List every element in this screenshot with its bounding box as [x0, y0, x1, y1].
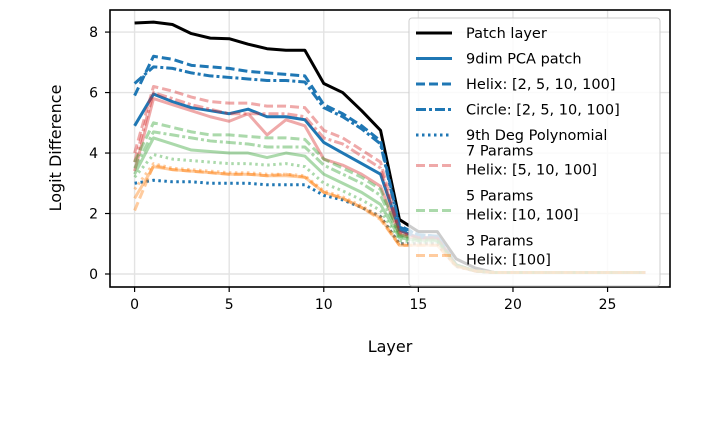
legend-label: 3 Params Helix: [100]	[466, 234, 551, 269]
series-line-11	[133, 153, 646, 274]
legend-label: 9dim PCA patch	[466, 52, 582, 68]
x-tick-label: 25	[599, 297, 617, 313]
legend-label: Circle: [2, 5, 10, 100]	[466, 103, 620, 119]
legend-label: 5 Params Helix: [10, 100]	[466, 189, 579, 224]
series-line-12	[133, 163, 646, 274]
y-tick-label: 4	[89, 146, 98, 162]
x-tick-label: 15	[409, 297, 427, 313]
y-tick-label: 8	[89, 25, 98, 41]
x-tick-label: 5	[225, 297, 234, 313]
legend-box	[408, 17, 661, 287]
x-axis-label: Layer	[368, 337, 413, 356]
legend-label: 9th Deg Polynomial	[466, 128, 607, 144]
legend-label: 7 Params Helix: [5, 10, 100]	[466, 144, 597, 179]
axis-ticks: 0 5 10 15 20 25 0 2 4 6 8	[89, 25, 616, 313]
y-tick-label: 2	[89, 207, 98, 223]
x-tick-label: 0	[130, 297, 139, 313]
y-tick-label: 6	[89, 86, 98, 102]
y-axis-label: Logit Difference	[46, 85, 65, 212]
x-tick-label: 10	[315, 297, 333, 313]
plot-frame	[109, 9, 671, 288]
x-tick-label: 20	[504, 297, 522, 313]
y-tick-label: 0	[89, 267, 98, 283]
legend: Patch layer 9dim PCA patch Helix: [2, 5, 1…	[408, 17, 661, 287]
legend-label: Helix: [2, 5, 10, 100]	[466, 77, 616, 93]
legend-label: Patch layer	[466, 26, 547, 42]
